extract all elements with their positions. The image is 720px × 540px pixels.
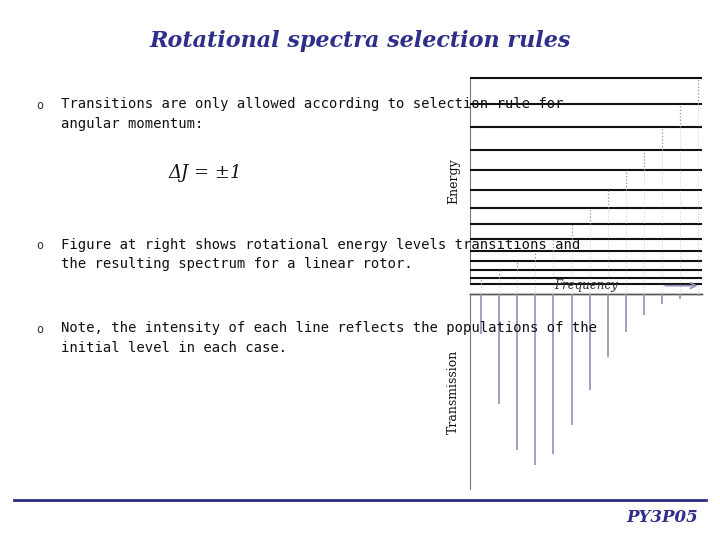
Text: o: o (36, 99, 43, 112)
Text: o: o (36, 239, 43, 252)
Text: Energy: Energy (447, 158, 460, 204)
Text: Frequency: Frequency (554, 279, 618, 292)
Text: o: o (36, 323, 43, 336)
Text: PY3P05: PY3P05 (626, 509, 698, 526)
Text: ΔJ = ±1: ΔJ = ±1 (168, 164, 242, 182)
Text: Transmission: Transmission (447, 349, 460, 434)
Text: Note, the intensity of each line reflects the populations of the
initial level i: Note, the intensity of each line reflect… (61, 321, 597, 355)
Text: Figure at right shows rotational energy levels transitions and
the resulting spe: Figure at right shows rotational energy … (61, 238, 580, 271)
Text: Rotational spectra selection rules: Rotational spectra selection rules (149, 30, 571, 51)
Text: Transitions are only allowed according to selection rule for
angular momentum:: Transitions are only allowed according t… (61, 97, 564, 131)
